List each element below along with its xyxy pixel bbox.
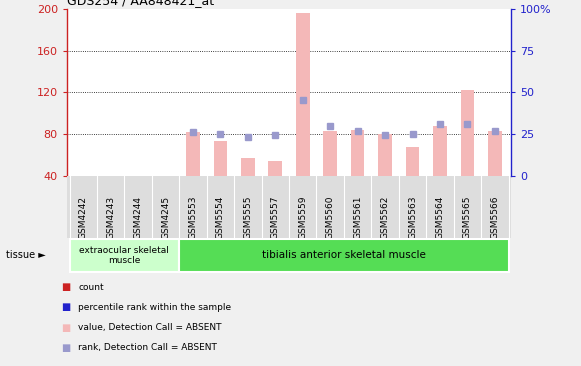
Text: percentile rank within the sample: percentile rank within the sample bbox=[78, 303, 232, 312]
Text: value, Detection Call = ABSENT: value, Detection Call = ABSENT bbox=[78, 323, 222, 332]
Bar bbox=[180, 239, 508, 272]
Bar bbox=[461, 90, 474, 176]
Text: extraocular skeletal
muscle: extraocular skeletal muscle bbox=[80, 246, 170, 265]
Bar bbox=[241, 158, 254, 176]
Bar bbox=[324, 131, 337, 176]
Text: GDS254 / AA848421_at: GDS254 / AA848421_at bbox=[67, 0, 214, 7]
Bar bbox=[488, 131, 501, 176]
Text: count: count bbox=[78, 283, 104, 292]
Bar bbox=[268, 161, 282, 176]
Bar bbox=[70, 239, 180, 272]
Text: rank, Detection Call = ABSENT: rank, Detection Call = ABSENT bbox=[78, 343, 217, 352]
Bar bbox=[214, 141, 227, 176]
Bar bbox=[406, 146, 419, 176]
Text: tissue ►: tissue ► bbox=[6, 250, 45, 260]
Text: tibialis anterior skeletal muscle: tibialis anterior skeletal muscle bbox=[262, 250, 426, 260]
Bar bbox=[378, 134, 392, 176]
Bar bbox=[186, 132, 200, 176]
Text: ■: ■ bbox=[61, 302, 70, 313]
Bar bbox=[296, 13, 310, 176]
Bar bbox=[351, 130, 364, 176]
Text: ■: ■ bbox=[61, 343, 70, 353]
Bar bbox=[433, 126, 447, 176]
Text: ■: ■ bbox=[61, 322, 70, 333]
Text: ■: ■ bbox=[61, 282, 70, 292]
